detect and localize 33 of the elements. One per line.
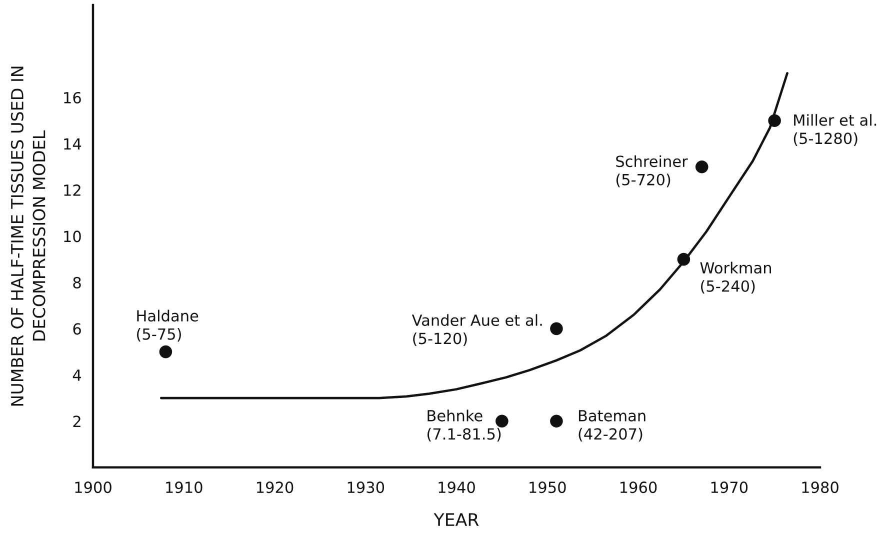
annotation: Bateman (42-207) <box>578 410 646 442</box>
x-tick-label: 1920 <box>256 482 294 494</box>
point <box>695 160 708 174</box>
annotation: Vander Aue et al. (5-120) <box>412 314 542 346</box>
y-tick-label: 8 <box>73 276 81 288</box>
y-axis-title: NUMBER OF HALF-TIME TISSUES USED IN DECOMPRESSION MODEL <box>10 66 46 406</box>
y-tick-label: 4 <box>72 370 82 381</box>
y-tick-label: 2 <box>73 416 80 427</box>
x-tick-label: 1970 <box>711 482 748 494</box>
x-tick-label: 1910 <box>166 482 202 494</box>
annotation: Schreiner (5-720) <box>616 155 688 188</box>
y-tick-label: 6 <box>73 323 81 335</box>
annotation: Workman (5-240) <box>700 262 771 294</box>
point <box>159 345 172 358</box>
x-tick-label: 1950 <box>530 482 566 494</box>
point <box>550 322 563 336</box>
annotation: Behnke (7.1-81.5) <box>428 410 501 442</box>
y-tick-label: 10 <box>64 230 81 242</box>
x-tick-label: 1900 <box>75 482 112 494</box>
x-tick-label: 1940 <box>438 482 475 494</box>
point <box>496 414 508 428</box>
x-tick-label: 1960 <box>620 482 657 494</box>
point <box>550 414 563 428</box>
x-axis-title: YEAR <box>434 513 479 526</box>
y-tick-label: 14 <box>64 138 82 150</box>
y-tick-label: 16 <box>64 92 81 104</box>
y-tick-label: 12 <box>64 184 80 196</box>
annotation: Miller et al. (5-1280) <box>794 114 876 146</box>
point <box>768 114 781 127</box>
annotation: Haldane (5-75) <box>137 310 198 342</box>
x-tick-label: 1980 <box>802 482 838 494</box>
x-tick-label: 1930 <box>348 482 384 494</box>
point <box>677 252 690 266</box>
